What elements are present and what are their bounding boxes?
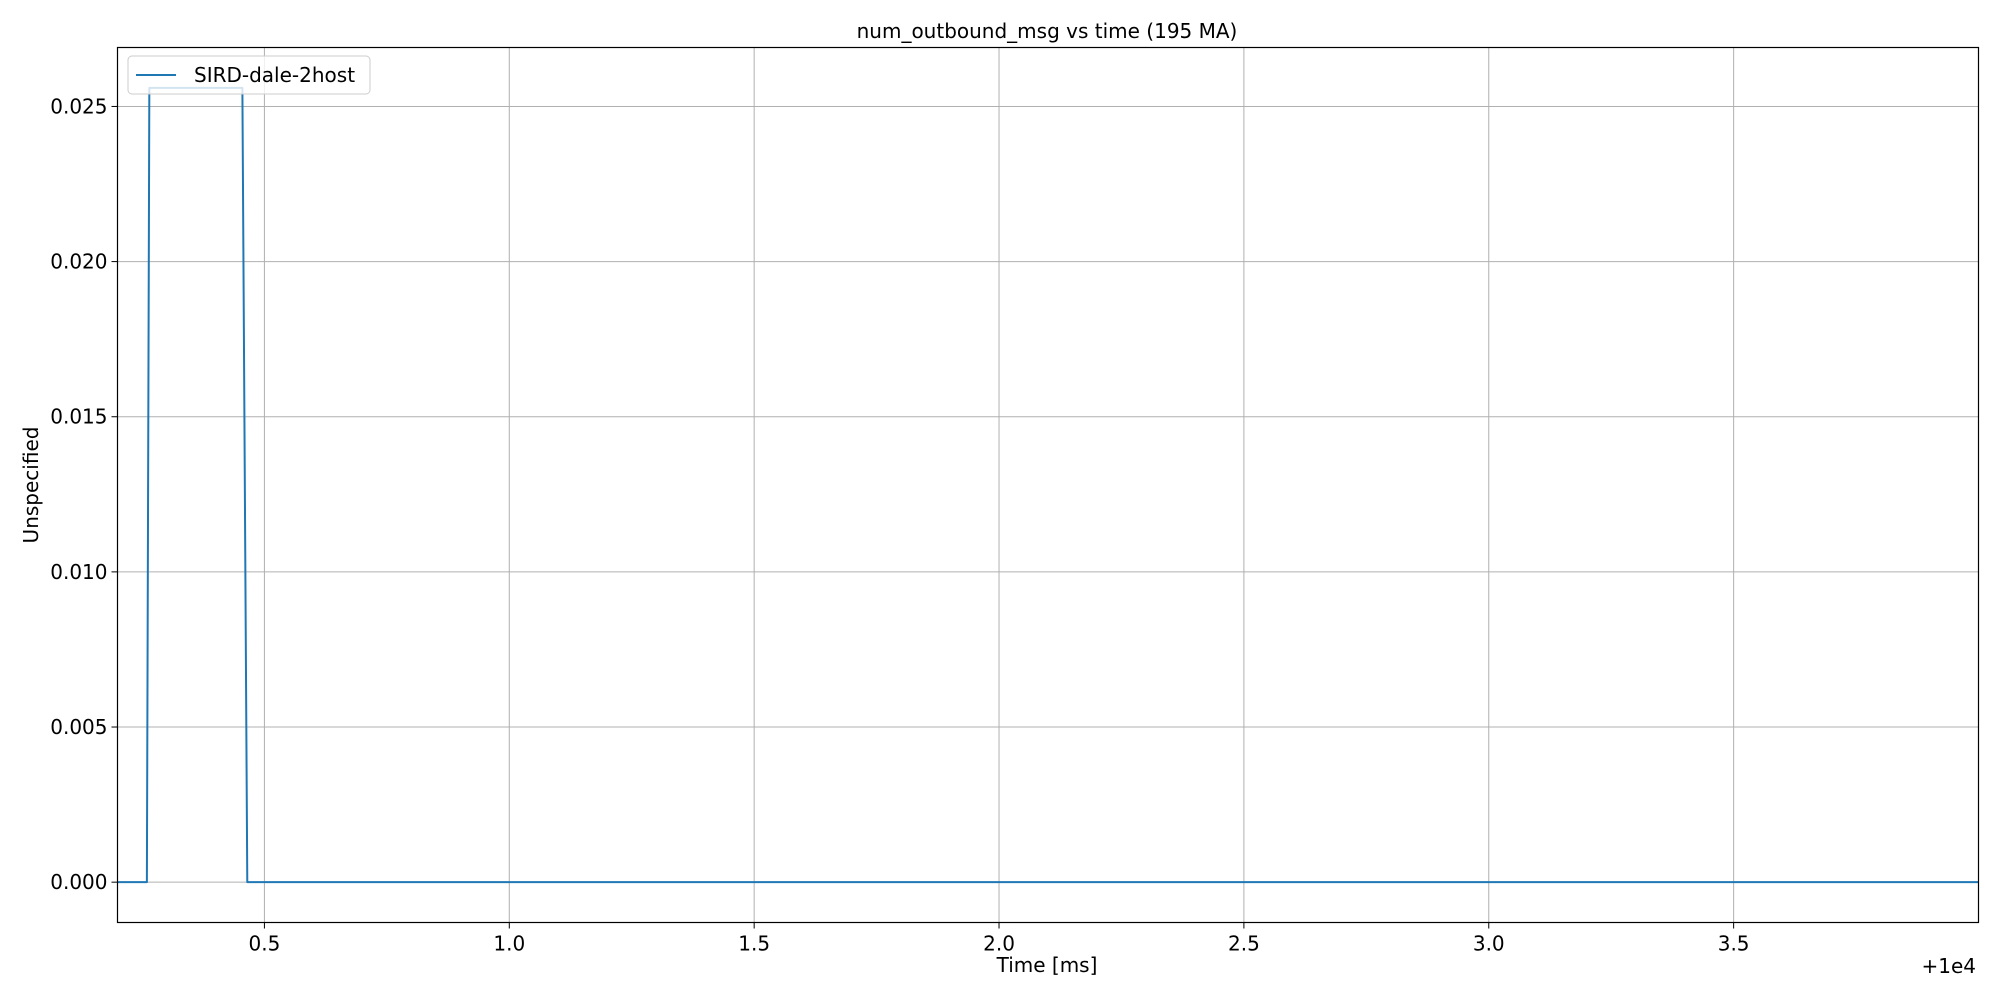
grid-lines [117,47,1979,923]
plot-frame [116,46,1980,924]
legend: SIRD-dale-2host [127,55,371,95]
x-tick-label: 3.0 [1473,932,1505,956]
x-axis-offset-label: +1e4 [1921,954,1976,978]
x-tick-label: 0.5 [249,932,281,956]
series-layer [117,86,1979,884]
x-tick-label: 1.5 [738,932,770,956]
y-tick-label: 0.020 [50,250,107,274]
y-tick-label: 0.015 [50,405,107,429]
x-axis-label: Time [ms] [996,953,1098,977]
series-line-sird-dale-2host [117,86,1979,884]
chart-title: num_outbound_msg vs time (195 MA) [857,19,1238,43]
y-tick-label: 0.000 [50,870,107,894]
y-axis-ticks: 0.000 0.005 0.010 0.015 0.020 0.025 [50,94,118,894]
x-tick-label: 3.5 [1718,932,1750,956]
legend-box [127,55,371,95]
y-axis-label: Unspecified [19,427,43,544]
y-tick-label: 0.010 [50,560,107,584]
legend-entry-label: SIRD-dale-2host [194,63,355,87]
x-tick-label: 2.5 [1228,932,1260,956]
x-tick-label: 1.0 [493,932,525,956]
x-axis-ticks: 0.5 1.0 1.5 2.0 2.5 3.0 3.5 [249,922,1750,956]
x-tick-label: 2.0 [983,932,1015,956]
y-tick-label: 0.025 [50,94,107,118]
y-tick-label: 0.005 [50,715,107,739]
